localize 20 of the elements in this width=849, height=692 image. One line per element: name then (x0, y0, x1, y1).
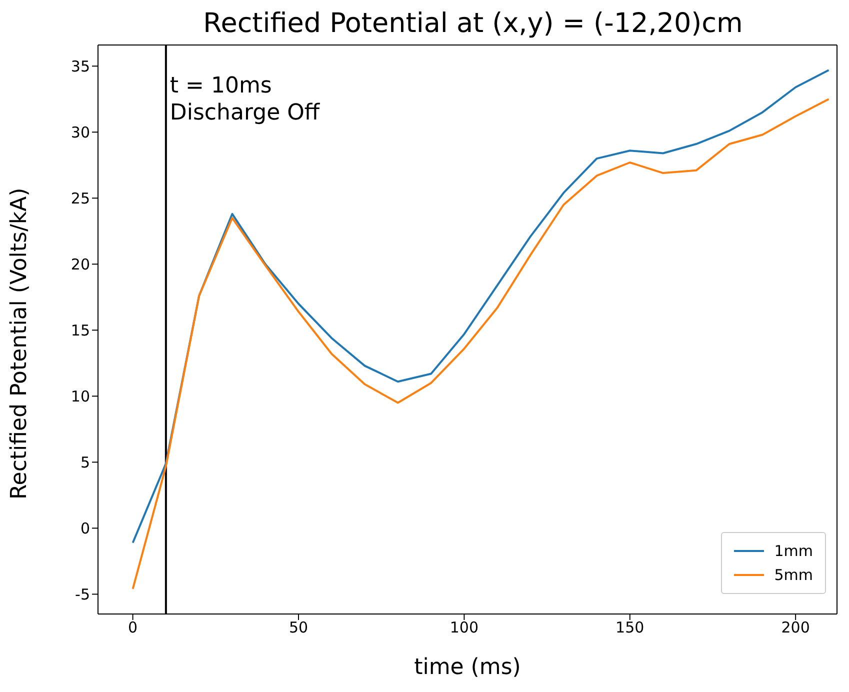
y-tick-label: 25 (70, 189, 90, 208)
x-tick-label: 150 (616, 618, 644, 637)
y-tick-label: 10 (70, 387, 90, 406)
y-tick-label: 20 (70, 255, 90, 274)
x-tick-label: 200 (781, 618, 810, 637)
y-tick-label: 30 (70, 123, 90, 142)
y-tick-label: 35 (70, 57, 90, 76)
chart-title: Rectified Potential at (x,y) = (-12,20)cm (202, 8, 744, 41)
legend-label: 5mm (774, 565, 813, 586)
y-tick-label: 0 (80, 520, 90, 538)
y-tick-label: 15 (70, 321, 90, 340)
x-tick-label: 100 (450, 618, 479, 637)
x-tick-label: 0 (128, 618, 138, 637)
x-tick-label: 50 (288, 618, 308, 637)
x-axis-title: time (ms) (414, 655, 521, 680)
y-tick-label: 5 (80, 454, 90, 472)
y-axis-title: Rectified Potential (Volts/kA) (6, 188, 32, 500)
annotation: t = 10ms Discharge Off (170, 74, 320, 126)
legend-label: 1mm (774, 541, 813, 562)
y-tick-label: -5 (75, 586, 90, 604)
